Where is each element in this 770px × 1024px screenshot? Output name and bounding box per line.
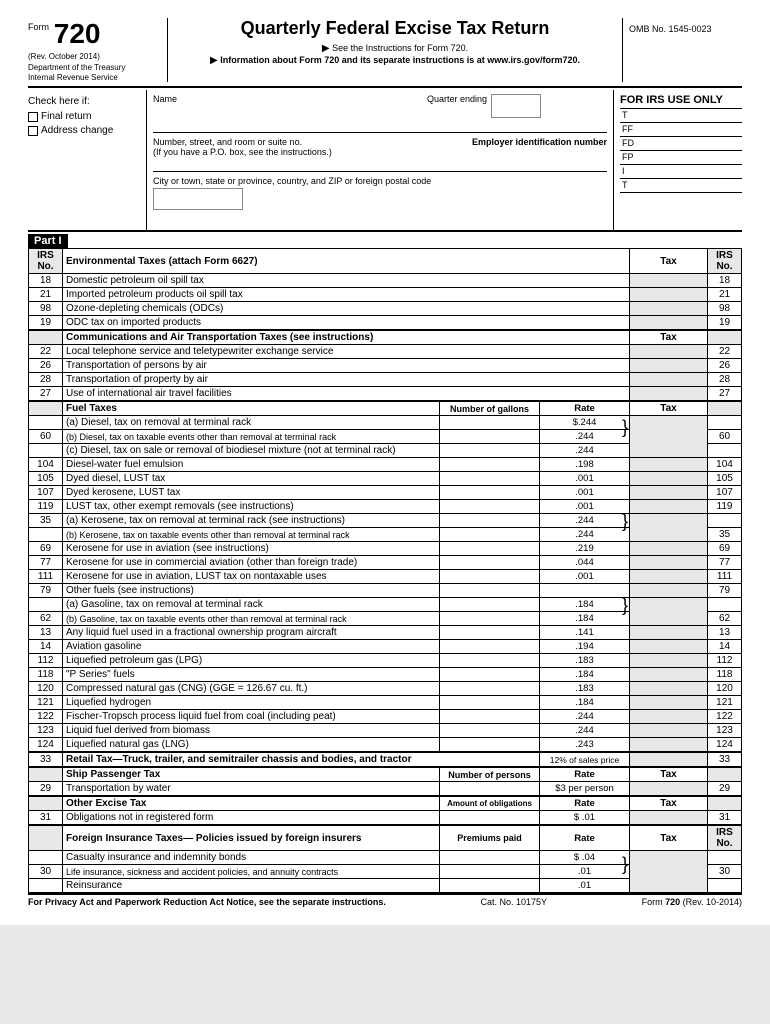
table-row: 35(a) Kerosene, tax on removal at termin…	[29, 514, 742, 528]
table-row: 105Dyed diesel, LUST tax.001105	[29, 472, 742, 486]
name-column: Name Quarter ending Employer identificat…	[146, 90, 614, 230]
page-footer: For Privacy Act and Paperwork Reduction …	[28, 893, 742, 907]
section-communications: Communications and Air Transportation Ta…	[29, 330, 742, 345]
omb-number: OMB No. 1545-0023	[629, 24, 712, 34]
irs-use-title: FOR IRS USE ONLY	[620, 92, 742, 109]
table-row: 69Kerosene for use in aviation (see inst…	[29, 542, 742, 556]
irs-row-i: I	[620, 165, 742, 179]
irs-row-t: T	[620, 109, 742, 123]
form-word: Form	[28, 22, 49, 32]
table-row: 123Liquid fuel derived from biomass.2441…	[29, 724, 742, 738]
irs-row-ff: FF	[620, 123, 742, 137]
table-row: 124Liquefied natural gas (LNG).243124	[29, 738, 742, 753]
irs-use-column: FOR IRS USE ONLY T FF FD FP I T	[614, 90, 742, 230]
final-return-checkbox[interactable]: Final return	[28, 111, 142, 122]
table-row: 107Dyed kerosene, LUST tax.001107	[29, 486, 742, 500]
section-foreign: Foreign Insurance Taxes— Policies issued…	[29, 825, 742, 851]
privacy-notice: For Privacy Act and Paperwork Reduction …	[28, 897, 386, 907]
part-1-label: Part I	[28, 234, 68, 248]
table-row: (a) Diesel, tax on removal at terminal r…	[29, 416, 742, 430]
table-row: 26Transportation of persons by air26	[29, 359, 742, 373]
table-row: 98Ozone-depleting chemicals (ODCs)98	[29, 302, 742, 316]
instruction-1: ▶ See the Instructions for Form 720.	[176, 43, 614, 54]
ein-label: Employer identification number	[472, 137, 607, 147]
quarter-ending-field[interactable]: Quarter ending	[427, 94, 607, 118]
form-number: 720	[54, 18, 101, 50]
table-row: 21Imported petroleum products oil spill …	[29, 288, 742, 302]
table-row: 18Domestic petroleum oil spill tax18	[29, 274, 742, 288]
address-row[interactable]: Employer identification number Number, s…	[153, 133, 607, 172]
table-row: 29Transportation by water$3 per person29	[29, 782, 742, 797]
section-other: Other Excise Tax Amount of obligations R…	[29, 796, 742, 811]
table-row: 79Other fuels (see instructions)79	[29, 584, 742, 598]
name-field[interactable]: Name	[153, 94, 427, 118]
section-fuel: Fuel Taxes Number of gallons Rate Tax	[29, 401, 742, 416]
table-row: 118"P Series" fuels.184118	[29, 668, 742, 682]
table-row: 19ODC tax on imported products19	[29, 316, 742, 331]
irs-row-fd: FD	[620, 137, 742, 151]
form-revision: Form 720 (Rev. 10-2014)	[642, 897, 742, 907]
table-row: 13Any liquid fuel used in a fractional o…	[29, 626, 742, 640]
table-row: 77Kerosene for use in commercial aviatio…	[29, 556, 742, 570]
table-row: (a) Gasoline, tax on removal at terminal…	[29, 598, 742, 612]
table-row: 119LUST tax, other exempt removals (see …	[29, 500, 742, 514]
table-row: 33Retail Tax—Truck, trailer, and semitra…	[29, 752, 742, 767]
table-row: 121Liquefied hydrogen.184121	[29, 696, 742, 710]
table-row: 120Compressed natural gas (CNG) (GGE = 1…	[29, 682, 742, 696]
table-row: 27Use of international air travel facili…	[29, 387, 742, 402]
check-label: Check here if:	[28, 96, 142, 107]
department: Department of the TreasuryInternal Reven…	[28, 63, 161, 82]
form-header: Form 720 (Rev. October 2014) Department …	[28, 18, 742, 88]
table-row: 22Local telephone service and teletypewr…	[29, 345, 742, 359]
section-environmental: IRS No. Environmental Taxes (attach Form…	[29, 249, 742, 274]
info-block: Check here if: Final return Address chan…	[28, 90, 742, 232]
irs-row-fp: FP	[620, 151, 742, 165]
table-row: 122Fischer-Tropsch process liquid fuel f…	[29, 710, 742, 724]
table-row: 112Liquefied petroleum gas (LPG).183112	[29, 654, 742, 668]
address-change-checkbox[interactable]: Address change	[28, 125, 142, 136]
instruction-2: ▶ Information about Form 720 and its sep…	[176, 55, 614, 66]
table-row: 28Transportation of property by air28	[29, 373, 742, 387]
tax-table: IRS No. Environmental Taxes (attach Form…	[28, 248, 742, 893]
table-row: Casualty insurance and indemnity bonds$ …	[29, 851, 742, 865]
form-title: Quarterly Federal Excise Tax Return	[176, 18, 614, 39]
check-column: Check here if: Final return Address chan…	[28, 90, 146, 230]
city-row[interactable]: City or town, state or province, country…	[153, 172, 607, 226]
header-right: OMB No. 1545-0023	[622, 18, 742, 82]
revision: (Rev. October 2014)	[28, 52, 161, 61]
form-page: Form 720 (Rev. October 2014) Department …	[0, 0, 770, 925]
table-row: 14Aviation gasoline.19414	[29, 640, 742, 654]
table-row: 111Kerosene for use in aviation, LUST ta…	[29, 570, 742, 584]
table-row: 104Diesel-water fuel emulsion.198104	[29, 458, 742, 472]
section-ship: Ship Passenger Tax Number of persons Rat…	[29, 767, 742, 782]
header-left: Form 720 (Rev. October 2014) Department …	[28, 18, 168, 82]
header-center: Quarterly Federal Excise Tax Return ▶ Se…	[168, 18, 622, 82]
irs-row-t2: T	[620, 179, 742, 193]
table-row: 31Obligations not in registered form$ .0…	[29, 811, 742, 826]
catalog-number: Cat. No. 10175Y	[480, 897, 547, 907]
